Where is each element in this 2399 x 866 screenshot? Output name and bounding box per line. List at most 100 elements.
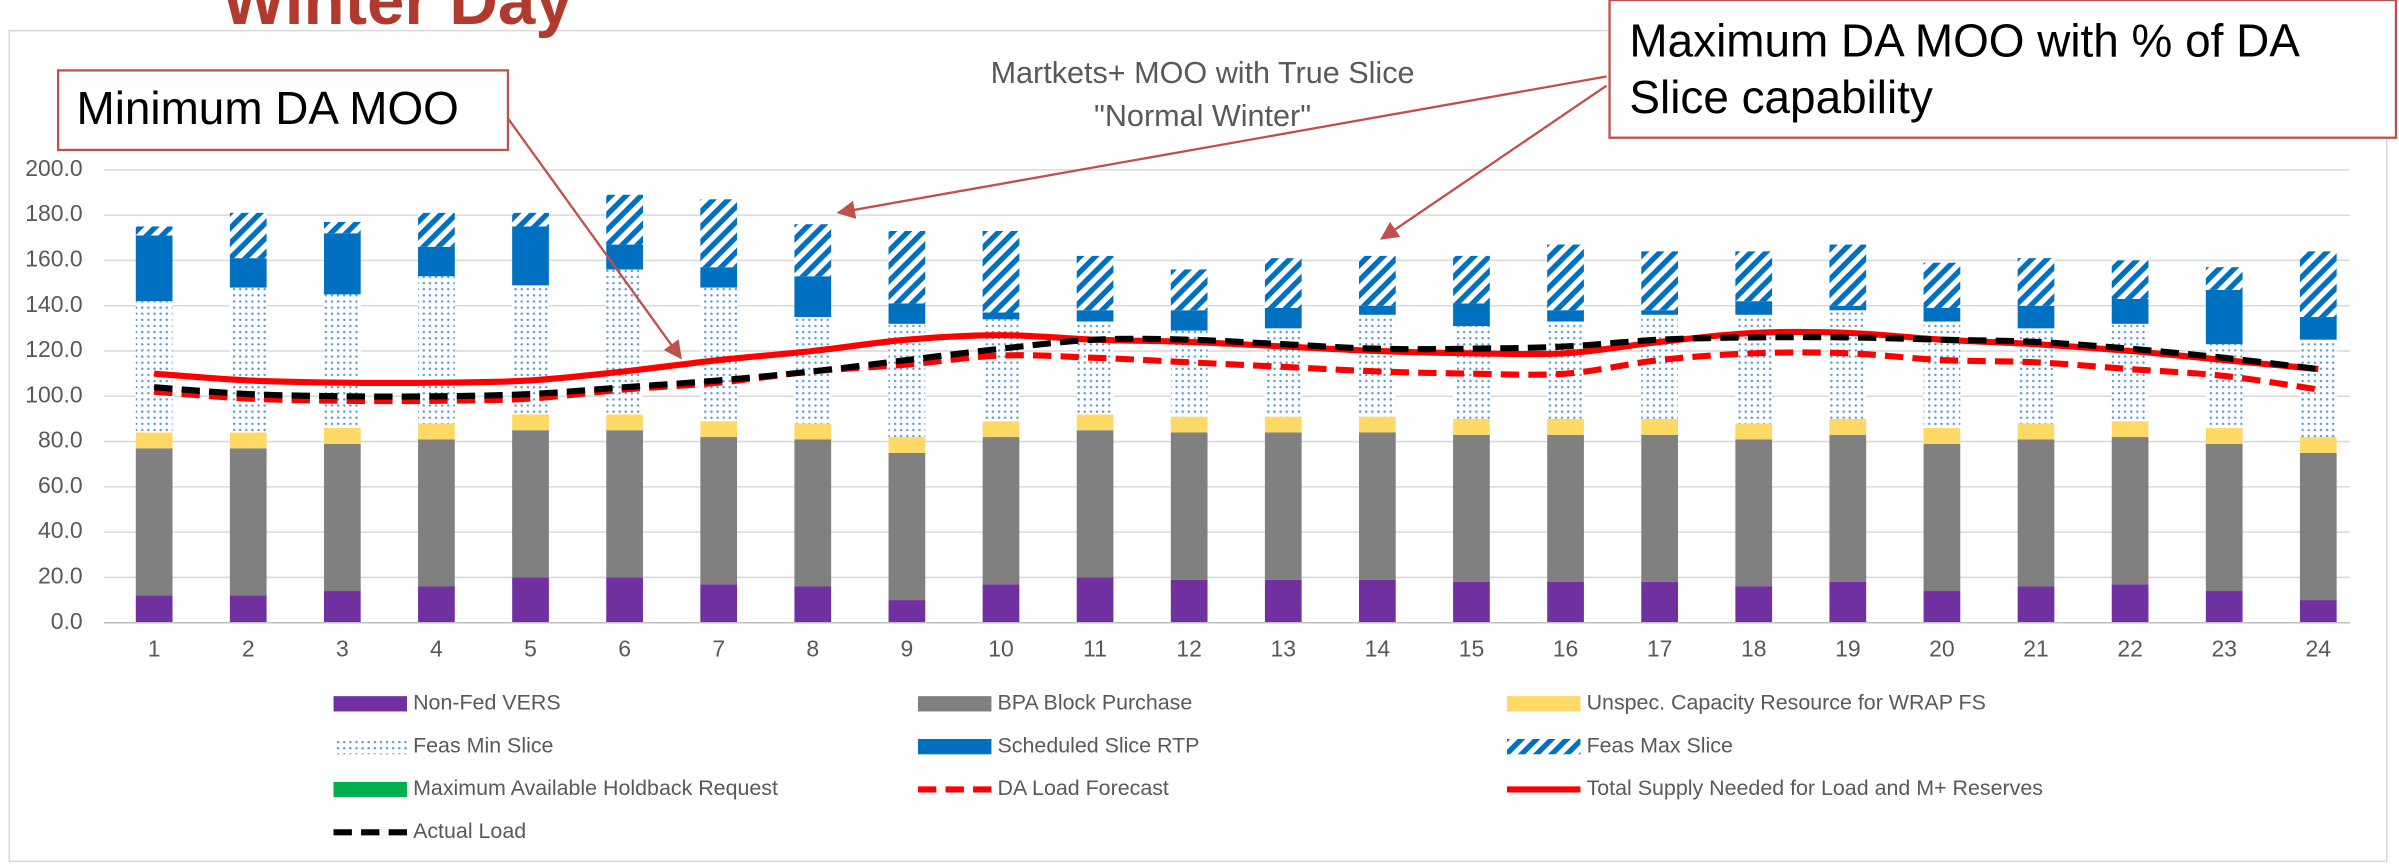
bar-segment [700,267,738,288]
bar-segment [418,586,455,623]
legend-swatch [333,781,407,798]
x-tick-label: 23 [2211,635,2237,661]
x-tick-label: 14 [1365,635,1391,661]
y-tick-label: 80.0 [38,427,83,453]
y-tick-label: 60.0 [38,472,83,498]
bar-segment [700,199,738,268]
bar-segment [1735,301,1773,315]
bar-segment [512,226,549,286]
bar-segment [1829,581,1867,623]
callout-box [56,69,510,152]
bar-segment [1641,434,1678,582]
bar-segment [700,437,738,585]
bar-segment [1264,307,1302,329]
bar-segment [1735,423,1773,440]
bar-segment [606,414,643,431]
bar-segment [323,233,361,295]
bar-segment [512,577,549,623]
legend-swatch [333,696,407,712]
bar-segment [1547,434,1584,582]
bar-segment [982,437,1020,585]
bar-segment [1547,418,1584,435]
bar-segment [1923,262,1961,308]
chart-title: Martkets+ MOO with True Slice [991,56,1415,90]
legend-label: DA Load Forecast [998,776,1169,800]
bar-segment [606,244,643,270]
bar-segment [418,423,455,440]
x-tick-label: 13 [1271,635,1297,661]
bar-segment [982,312,1020,320]
bar-segment [2111,584,2149,623]
arrow [836,75,1607,219]
bar-segment [888,303,926,324]
x-tick-label: 10 [988,635,1014,661]
x-tick-label: 1 [148,635,161,661]
bar-segment [1076,255,1114,311]
bar-segment [1829,244,1867,306]
bar-segment [1076,321,1114,415]
x-tick-label: 6 [618,635,631,661]
bar-segment [1358,314,1396,417]
bar-segment [1641,251,1678,311]
bar-segment [982,421,1020,438]
bar-segment [606,194,643,245]
bar-segment [2017,258,2055,306]
arrow [505,115,682,360]
bar-segment [229,595,267,623]
bar-segment [2299,452,2337,601]
bar-segment [888,437,926,453]
legend-label: Total Supply Needed for Load and M+ Rese… [1587,776,2043,800]
bar-segment [1453,581,1490,623]
bar-segment [1829,434,1867,582]
bar-segment [2111,437,2149,585]
x-tick-label: 17 [1647,635,1673,661]
x-tick-label: 4 [430,635,443,661]
bar-segment [229,432,267,449]
bar-segment [229,258,267,288]
legend-label: Actual Load [413,819,526,843]
bar-segment [1076,414,1114,431]
legend-label: Non-Fed VERS [413,690,561,714]
x-tick-label: 18 [1741,635,1767,661]
line [153,334,2319,400]
bar-segment [1358,255,1396,306]
bar-segment [323,294,361,428]
bar-segment [2205,591,2243,623]
bar-segment [512,414,549,431]
bar-segment [2017,439,2055,587]
bar-segment [700,584,738,623]
bar-segment [229,212,267,259]
legend-label: Maximum Available Holdback Request [413,776,778,800]
bar-segment [2111,260,2149,299]
y-tick-label: 180.0 [25,200,82,226]
legend-label: Scheduled Slice RTP [998,733,1200,757]
bar-segment [2111,421,2149,438]
bar-segment [229,287,267,433]
slide-title: Winter Day [222,0,573,39]
bar-segment [1170,579,1208,623]
bar-segment [418,212,455,247]
bar-segment [512,430,549,578]
bar-segment [1170,310,1208,331]
bar-segment [1170,269,1208,311]
bar-segment [2299,251,2337,318]
bar-segment [794,586,832,623]
bar-segment [982,230,1020,313]
x-tick-label: 19 [1835,635,1861,661]
bar-segment [1829,305,1867,311]
callout: Slice capability [1629,71,1932,123]
bar-segment [888,230,926,304]
x-tick-label: 16 [1553,635,1579,661]
legend-label: Feas Min Slice [413,733,553,757]
legend-swatch [917,738,992,755]
bar-segment [794,276,832,318]
bar-segment [1547,244,1584,311]
bar-segment [2299,317,2337,340]
x-tick-label: 7 [712,635,725,661]
x-tick-label: 12 [1176,635,1202,661]
bar-segment [1923,443,1961,592]
bar-segment [1923,307,1961,322]
x-tick-label: 9 [901,635,914,661]
y-tick-label: 0.0 [51,608,83,634]
bar-segment [323,591,361,623]
